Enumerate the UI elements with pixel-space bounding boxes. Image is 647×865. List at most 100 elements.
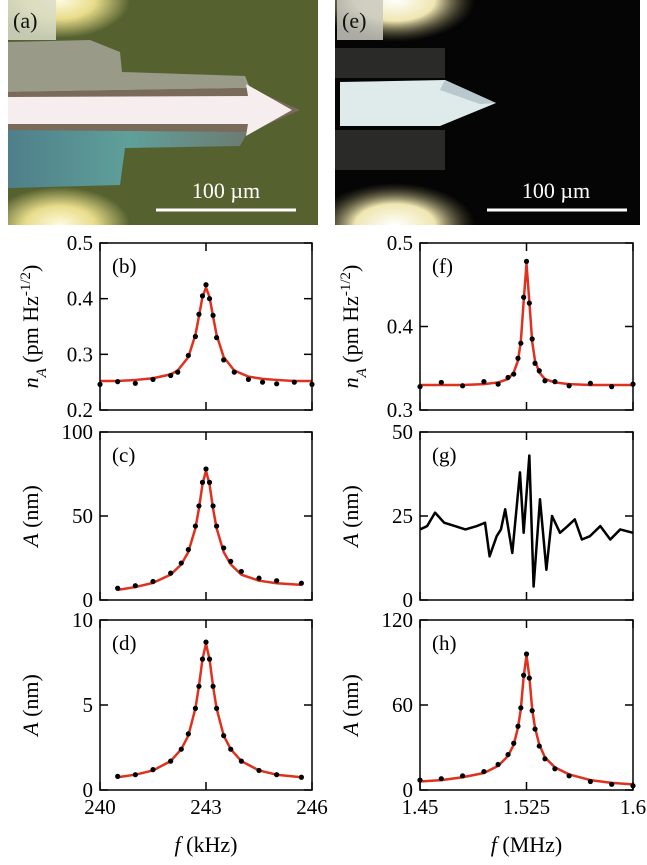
data-point	[168, 758, 174, 764]
panel-label: (h)	[432, 631, 457, 655]
data-point	[566, 383, 572, 389]
y-tick-label: 0.3	[67, 342, 93, 366]
data-point	[150, 578, 156, 585]
data-point	[203, 639, 209, 645]
label-part: -1/2	[18, 272, 34, 296]
y-tick-label: 100	[62, 420, 94, 444]
label-part: (nm)	[18, 485, 43, 533]
fit-line	[420, 262, 633, 387]
label-part: n	[18, 377, 43, 388]
data-point	[274, 381, 280, 387]
data-point	[515, 355, 521, 361]
data-point	[196, 311, 202, 317]
label-part: (pm Hz	[18, 296, 43, 368]
data-point	[566, 773, 572, 779]
label-part: A	[354, 367, 370, 378]
data-point	[228, 558, 234, 564]
fit-line	[419, 454, 634, 588]
y-tick-label: 0.5	[67, 231, 93, 255]
data-point	[168, 372, 174, 379]
data-point	[185, 731, 191, 737]
data-point	[298, 774, 304, 780]
label-part: -1/2	[338, 272, 354, 296]
data-point	[523, 651, 530, 657]
y-tick-label: 10	[72, 608, 93, 632]
data-point	[150, 376, 156, 382]
data-point	[481, 768, 487, 775]
label-part: (kHz)	[181, 832, 238, 857]
data-point	[515, 723, 521, 729]
panel-label: (e)	[342, 8, 366, 33]
data-point	[175, 369, 181, 375]
label-part: A	[18, 533, 43, 549]
panel-label: (f)	[432, 254, 453, 278]
data-point	[214, 335, 220, 341]
axis-label: A (nm)	[18, 485, 43, 549]
data-point	[532, 360, 538, 366]
y-tick-label: 60	[392, 693, 413, 717]
fit-line	[100, 286, 312, 383]
y-tick-label: 50	[392, 420, 413, 444]
data-point	[587, 380, 594, 386]
beam	[8, 84, 292, 136]
panel-label: (b)	[112, 254, 137, 278]
data-point	[214, 523, 220, 529]
data-point	[438, 776, 444, 782]
data-point	[529, 708, 535, 714]
data-point	[460, 383, 466, 389]
glare	[335, 183, 475, 225]
data-point	[505, 374, 511, 381]
data-point	[150, 767, 156, 773]
panel-label: (d)	[112, 631, 137, 655]
data-point	[196, 503, 202, 509]
data-point	[185, 547, 191, 553]
y-tick-label: 25	[392, 504, 413, 528]
data-point	[203, 282, 209, 288]
scale-bar-label: 100 µm	[522, 178, 590, 203]
data-point	[291, 379, 297, 385]
axis-label: A (nm)	[338, 674, 363, 738]
data-point	[511, 371, 517, 377]
label-part: A	[338, 533, 363, 549]
data-point	[115, 585, 121, 591]
data-point	[542, 756, 548, 762]
data-point	[168, 570, 174, 576]
panel-label: (a)	[13, 8, 37, 33]
x-tick-label: 246	[296, 795, 328, 819]
y-tick-label: 0	[403, 778, 414, 802]
data-point	[196, 683, 202, 689]
label-part: A	[338, 722, 363, 738]
data-point	[238, 758, 244, 764]
data-point	[298, 580, 304, 586]
label-part: (nm)	[338, 674, 363, 722]
data-point	[199, 293, 206, 299]
fit-line	[117, 642, 302, 779]
axis-label: f (kHz)	[175, 832, 238, 857]
data-point	[206, 479, 213, 485]
data-point	[526, 300, 532, 306]
data-point	[178, 560, 184, 566]
x-tick-label: 243	[190, 795, 222, 819]
data-point	[210, 312, 216, 318]
y-tick-label: 0	[83, 778, 94, 802]
data-point	[221, 733, 227, 739]
label-part: (pm Hz	[338, 296, 363, 368]
data-point	[238, 568, 244, 575]
axis-label: nA (pm Hz-1/2)	[18, 265, 50, 389]
data-point	[206, 656, 213, 662]
label-part: (MHz)	[497, 832, 562, 857]
axis-label: nA (pm Hz-1/2)	[338, 265, 370, 389]
y-tick-label: 0.4	[67, 287, 94, 311]
y-tick-label: 0.3	[387, 398, 413, 422]
y-tick-label: 5	[83, 693, 94, 717]
data-point	[199, 656, 206, 662]
data-point	[132, 772, 138, 778]
x-tick-label: 1.6	[620, 795, 646, 819]
data-point	[192, 333, 198, 340]
y-tick-label: 50	[72, 504, 93, 528]
data-point	[192, 705, 198, 712]
y-tick-label: 0	[403, 588, 414, 612]
data-point	[536, 743, 542, 749]
